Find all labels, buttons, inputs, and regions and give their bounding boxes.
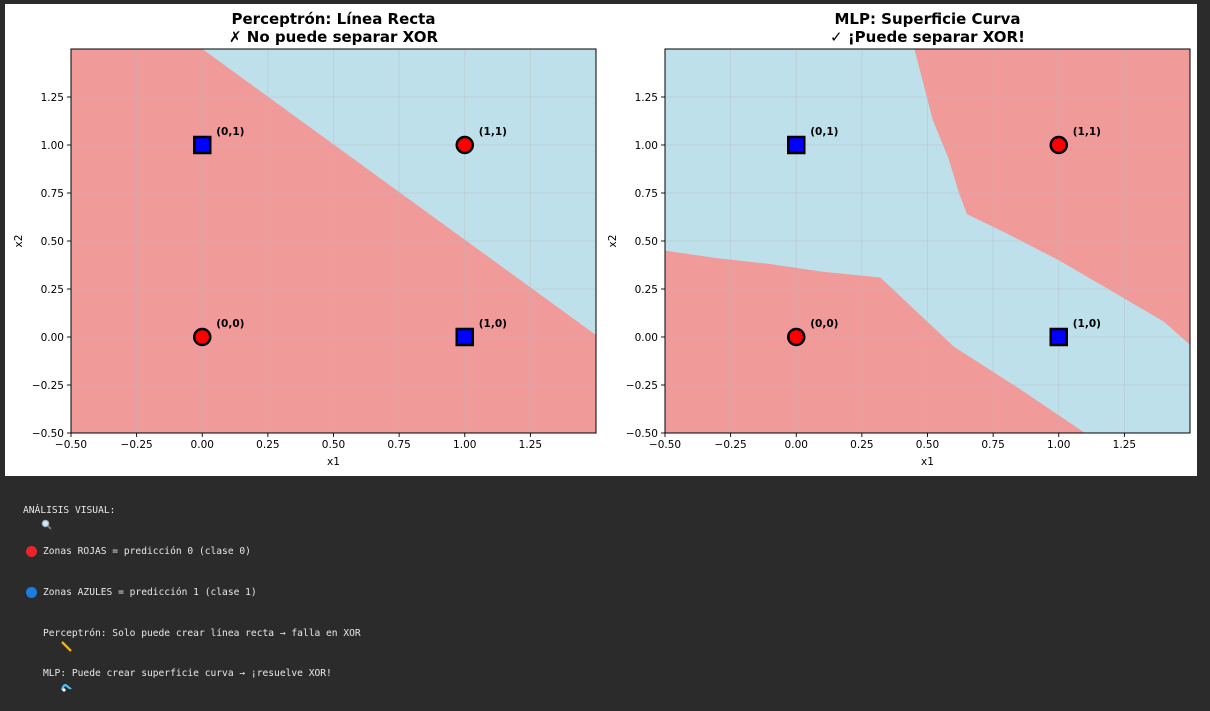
console-output: ANÁLISIS VISUAL: Zonas ROJAS = predicció… bbox=[6, 477, 1206, 695]
data-point-square bbox=[787, 135, 806, 155]
output-header: ANÁLISIS VISUAL: bbox=[23, 505, 116, 517]
y-tick-label: 1.25 bbox=[635, 92, 658, 104]
chart-title: MLP: Superficie Curva bbox=[834, 10, 1020, 28]
output-blue-line: Zonas AZULES = predicción 1 (clase 1) bbox=[26, 586, 1206, 600]
data-point-square bbox=[1049, 327, 1068, 347]
output-mlp-text: MLP: Puede crear superficie curva → ¡res… bbox=[43, 668, 332, 680]
data-point-circle bbox=[455, 135, 474, 155]
chart-1: −0.50 −0.25 0.00 0.25 0.50 0.75 1.00 1.25 −0.50 −… bbox=[13, 10, 597, 468]
red-circle-icon bbox=[26, 546, 37, 558]
y-tick-label: 0.50 bbox=[635, 236, 658, 248]
y-tick-label: 1.00 bbox=[41, 140, 64, 152]
x-tick-label: 0.25 bbox=[850, 439, 873, 451]
y-tick-label: −0.50 bbox=[32, 428, 64, 440]
x-tick-label: 1.00 bbox=[1047, 439, 1070, 451]
x-tick-label: 0.75 bbox=[387, 439, 410, 451]
data-point-circle bbox=[787, 327, 806, 347]
x-axis-label: x1 bbox=[327, 456, 340, 468]
y-tick-label: −0.25 bbox=[626, 380, 658, 392]
y-axis-label: x2 bbox=[13, 235, 25, 248]
y-tick-label: 0.75 bbox=[635, 188, 658, 200]
x-tick-label: 0.00 bbox=[785, 439, 808, 451]
x-tick-label: −0.25 bbox=[121, 439, 153, 451]
y-tick-label: −0.25 bbox=[32, 380, 64, 392]
data-point-square bbox=[193, 135, 212, 155]
output-red-text: Zonas ROJAS = predicción 0 (clase 0) bbox=[43, 545, 251, 557]
output-perceptron-text: Perceptrón: Solo puede crear línea recta… bbox=[43, 627, 361, 639]
x-tick-label: −0.50 bbox=[55, 439, 87, 451]
wave-icon bbox=[26, 669, 72, 692]
chart-title: Perceptrón: Línea Recta bbox=[232, 10, 436, 28]
output-mlp-line: MLP: Puede crear superficie curva → ¡res… bbox=[26, 667, 1206, 692]
y-tick-label: 0.25 bbox=[41, 284, 64, 296]
x-tick-label: 0.00 bbox=[191, 439, 214, 451]
chart-subtitle: ✓ ¡Puede separar XOR! bbox=[830, 28, 1025, 46]
output-header-line: ANÁLISIS VISUAL: bbox=[6, 504, 1206, 530]
point-label: (0,0) bbox=[216, 318, 244, 330]
point-label: (1,1) bbox=[479, 126, 507, 138]
y-tick-label: 0.00 bbox=[635, 332, 658, 344]
point-label: (0,1) bbox=[216, 126, 244, 138]
y-tick-label: 0.75 bbox=[41, 188, 64, 200]
y-tick-label: 0.25 bbox=[635, 284, 658, 296]
chart-2: −0.50 −0.25 0.00 0.25 0.50 0.75 1.00 1.25 −0.50 −… bbox=[607, 10, 1191, 468]
x-tick-label: 0.50 bbox=[916, 439, 939, 451]
y-tick-label: −0.50 bbox=[626, 428, 658, 440]
x-tick-label: −0.50 bbox=[649, 439, 681, 451]
point-label: (0,0) bbox=[810, 318, 838, 330]
magnifier-icon bbox=[6, 505, 52, 530]
output-top-strip bbox=[0, 0, 1210, 4]
output-blue-text: Zonas AZULES = predicción 1 (clase 1) bbox=[43, 586, 257, 598]
x-axis-label: x1 bbox=[921, 456, 934, 468]
x-tick-label: 0.50 bbox=[322, 439, 345, 451]
point-label: (1,0) bbox=[1073, 318, 1101, 330]
x-tick-label: 0.25 bbox=[256, 439, 279, 451]
point-label: (0,1) bbox=[810, 126, 838, 138]
point-label: (1,1) bbox=[1073, 126, 1101, 138]
x-tick-label: −0.25 bbox=[715, 439, 747, 451]
data-point-circle bbox=[1049, 135, 1068, 155]
output-perceptron-line: Perceptrón: Solo puede crear línea recta… bbox=[26, 627, 1206, 653]
y-tick-label: 1.25 bbox=[41, 92, 64, 104]
chart-subtitle: ✗ No puede separar XOR bbox=[229, 28, 438, 46]
y-tick-label: 0.50 bbox=[41, 236, 64, 248]
point-label: (1,0) bbox=[479, 318, 507, 330]
y-axis-label: x2 bbox=[607, 235, 619, 248]
region-class1 bbox=[202, 49, 596, 336]
data-point-circle bbox=[193, 327, 212, 347]
y-tick-label: 1.00 bbox=[635, 140, 658, 152]
y-tick-label: 0.00 bbox=[41, 332, 64, 344]
figure: −0.50 −0.25 0.00 0.25 0.50 0.75 1.00 1.25 −0.50−… bbox=[5, 4, 1197, 476]
data-point-square bbox=[455, 327, 474, 347]
x-tick-label: 1.25 bbox=[519, 439, 542, 451]
figure-svg: −0.50 −0.25 0.00 0.25 0.50 0.75 1.00 1.25−0.50−… bbox=[13, 10, 1191, 468]
x-tick-label: 1.00 bbox=[453, 439, 476, 451]
x-tick-label: 1.25 bbox=[1113, 439, 1136, 451]
x-tick-label: 0.75 bbox=[981, 439, 1004, 451]
straight-ruler-icon bbox=[26, 628, 72, 653]
blue-circle-icon bbox=[26, 587, 37, 599]
output-red-line: Zonas ROJAS = predicción 0 (clase 0) bbox=[26, 545, 1206, 559]
